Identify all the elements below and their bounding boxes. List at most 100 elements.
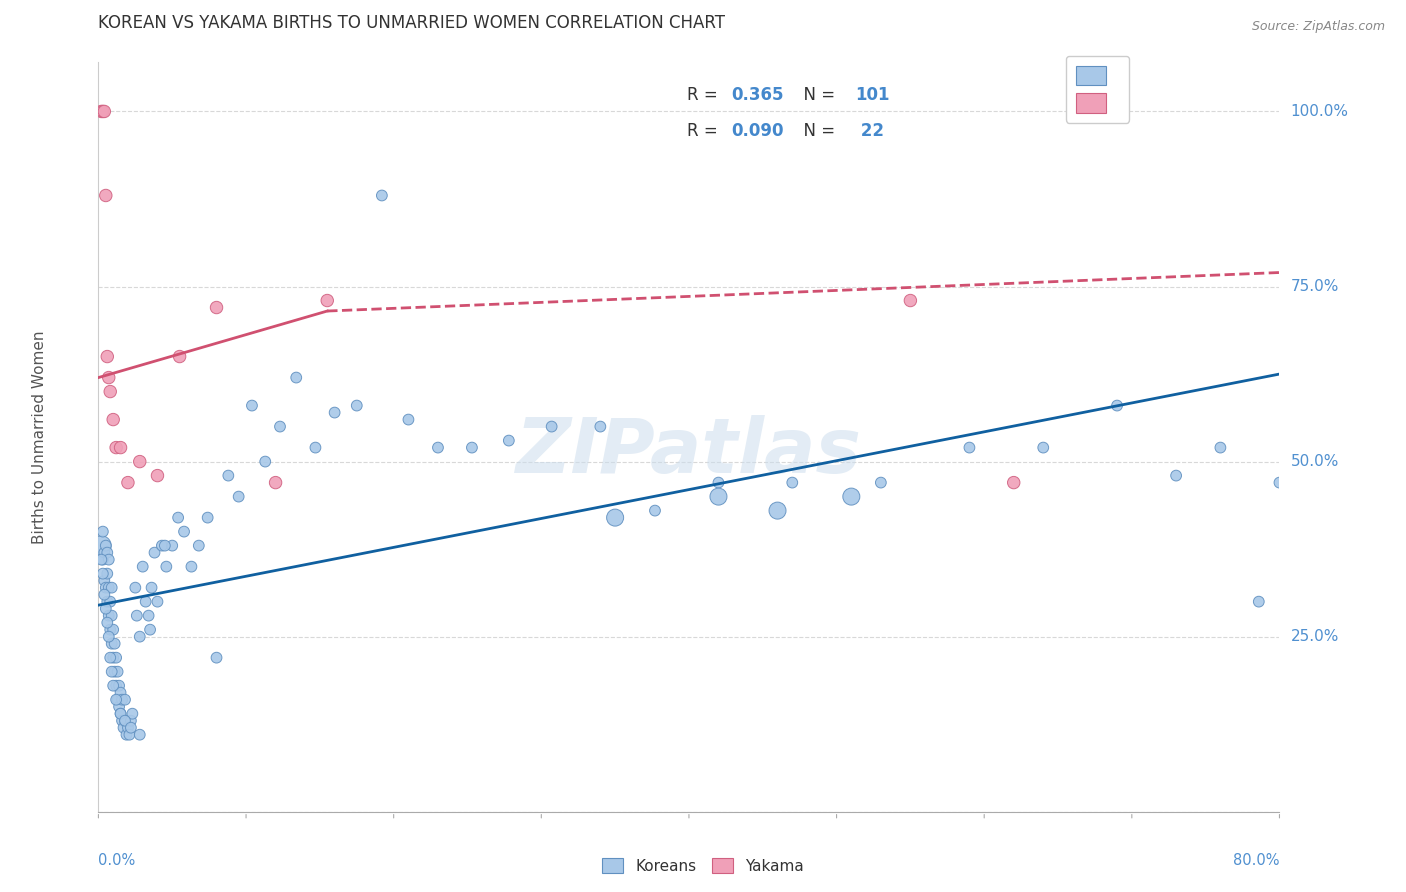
Point bbox=[107, 692, 129, 706]
Point bbox=[110, 441, 132, 455]
Point bbox=[304, 441, 326, 455]
Text: 22: 22 bbox=[855, 122, 884, 140]
Text: 0.365: 0.365 bbox=[731, 87, 785, 104]
Point bbox=[146, 594, 169, 608]
Point bbox=[143, 546, 166, 560]
Point bbox=[269, 419, 291, 434]
Point bbox=[498, 434, 520, 448]
Text: R =: R = bbox=[686, 122, 723, 140]
Point bbox=[97, 552, 120, 566]
Point bbox=[111, 692, 134, 706]
Text: ZIPatlas: ZIPatlas bbox=[516, 415, 862, 489]
Point bbox=[93, 588, 115, 602]
Point bbox=[644, 503, 666, 517]
Point bbox=[870, 475, 893, 490]
Point bbox=[96, 615, 118, 630]
Point bbox=[110, 706, 132, 721]
Point bbox=[1032, 441, 1054, 455]
Point bbox=[138, 608, 160, 623]
Point bbox=[97, 608, 120, 623]
Legend: Koreans, Yakama: Koreans, Yakama bbox=[596, 852, 810, 880]
Point bbox=[98, 594, 121, 608]
Point bbox=[1268, 475, 1291, 490]
Text: Births to Unmarried Women: Births to Unmarried Women bbox=[32, 330, 46, 544]
Point bbox=[117, 475, 139, 490]
Point bbox=[128, 630, 150, 644]
Point bbox=[841, 490, 863, 504]
Point bbox=[120, 721, 142, 735]
Point bbox=[107, 665, 129, 679]
Point bbox=[114, 714, 136, 728]
Text: 101: 101 bbox=[855, 87, 890, 104]
Point bbox=[103, 650, 125, 665]
Text: Source: ZipAtlas.com: Source: ZipAtlas.com bbox=[1251, 20, 1385, 33]
Point bbox=[155, 559, 177, 574]
Point bbox=[180, 559, 202, 574]
Text: 75.0%: 75.0% bbox=[1291, 279, 1339, 294]
Point bbox=[540, 419, 562, 434]
Text: N =: N = bbox=[793, 122, 841, 140]
Point bbox=[589, 419, 612, 434]
Text: 25.0%: 25.0% bbox=[1291, 629, 1339, 644]
Point bbox=[1166, 468, 1188, 483]
Point bbox=[100, 665, 122, 679]
Point bbox=[104, 637, 127, 651]
Point bbox=[264, 475, 287, 490]
Point bbox=[371, 188, 394, 202]
Point bbox=[135, 594, 157, 608]
Point bbox=[90, 539, 112, 553]
Point bbox=[105, 650, 128, 665]
Point bbox=[94, 188, 117, 202]
Point bbox=[94, 539, 117, 553]
Point bbox=[100, 637, 122, 651]
Point bbox=[205, 650, 228, 665]
Point bbox=[110, 706, 132, 721]
Point bbox=[103, 679, 125, 693]
Point bbox=[240, 399, 263, 413]
Point bbox=[132, 559, 155, 574]
Text: KOREAN VS YAKAMA BIRTHS TO UNMARRIED WOMEN CORRELATION CHART: KOREAN VS YAKAMA BIRTHS TO UNMARRIED WOM… bbox=[98, 14, 725, 32]
Point bbox=[162, 539, 183, 553]
Point bbox=[254, 454, 277, 468]
Point bbox=[96, 350, 118, 364]
Point bbox=[117, 721, 139, 735]
Point bbox=[91, 566, 114, 581]
Point bbox=[100, 581, 122, 595]
Point bbox=[98, 384, 121, 399]
Point bbox=[112, 721, 135, 735]
Point bbox=[93, 574, 115, 588]
Point bbox=[707, 475, 730, 490]
Text: 80.0%: 80.0% bbox=[1233, 853, 1279, 868]
Point bbox=[108, 699, 131, 714]
Point bbox=[121, 706, 143, 721]
Point bbox=[197, 510, 219, 524]
Point bbox=[141, 581, 163, 595]
Point bbox=[97, 630, 120, 644]
Point bbox=[91, 524, 114, 539]
Text: 0.090: 0.090 bbox=[731, 122, 785, 140]
Point bbox=[97, 370, 120, 384]
Point bbox=[173, 524, 195, 539]
Point bbox=[124, 581, 146, 595]
Point bbox=[346, 399, 368, 413]
Point bbox=[146, 468, 169, 483]
Point bbox=[103, 623, 125, 637]
Point bbox=[1247, 594, 1270, 608]
Point bbox=[94, 601, 117, 615]
Legend: , : , bbox=[1066, 56, 1129, 122]
Point bbox=[100, 608, 122, 623]
Point bbox=[128, 454, 150, 468]
Point bbox=[398, 412, 420, 426]
Point bbox=[228, 490, 250, 504]
Point bbox=[91, 552, 114, 566]
Point bbox=[1209, 441, 1232, 455]
Point bbox=[707, 490, 730, 504]
Point bbox=[118, 728, 141, 742]
Point bbox=[98, 623, 121, 637]
Point bbox=[187, 539, 209, 553]
Text: N =: N = bbox=[793, 87, 841, 104]
Text: 0.0%: 0.0% bbox=[98, 853, 135, 868]
Point bbox=[169, 350, 191, 364]
Point bbox=[96, 566, 118, 581]
Point bbox=[167, 510, 190, 524]
